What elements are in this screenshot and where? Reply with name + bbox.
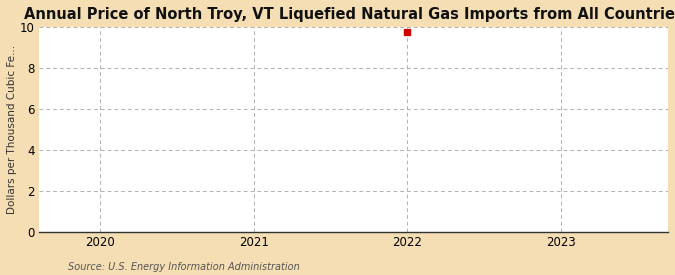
Title: Annual Price of North Troy, VT Liquefied Natural Gas Imports from All Countries: Annual Price of North Troy, VT Liquefied… [24,7,675,22]
Y-axis label: Dollars per Thousand Cubic Fe...: Dollars per Thousand Cubic Fe... [7,45,17,214]
Text: Source: U.S. Energy Information Administration: Source: U.S. Energy Information Administ… [68,262,299,272]
